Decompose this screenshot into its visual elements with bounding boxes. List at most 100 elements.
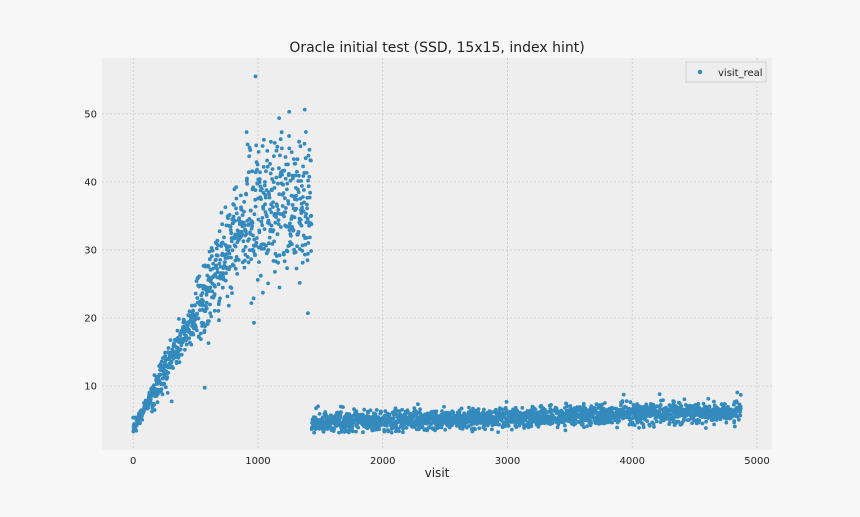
scatter-point <box>215 253 220 258</box>
scatter-point <box>152 408 157 412</box>
scatter-point <box>581 401 586 406</box>
scatter-point <box>279 225 283 229</box>
scatter-point <box>247 248 252 253</box>
scatter-point <box>266 218 271 223</box>
scatter-point <box>220 222 225 227</box>
scatter-point <box>481 410 485 415</box>
scatter-point <box>337 430 341 435</box>
scatter-point <box>312 430 316 435</box>
scatter-point <box>272 141 277 145</box>
scatter-point <box>220 285 225 290</box>
scatter-point <box>291 228 296 232</box>
scatter-point <box>201 303 205 308</box>
scatter-point <box>302 188 306 192</box>
scatter-point <box>382 429 387 434</box>
scatter-point <box>232 236 237 241</box>
scatter-point <box>229 231 234 236</box>
x-tick-label: 0 <box>130 456 136 467</box>
scatter-point <box>671 418 676 423</box>
scatter-point <box>275 144 280 149</box>
scatter-point <box>293 161 298 166</box>
scatter-point <box>215 238 220 243</box>
scatter-point <box>265 164 270 169</box>
scatter-point <box>277 253 282 258</box>
scatter-point <box>737 417 741 422</box>
scatter-point <box>300 184 304 188</box>
scatter-point <box>283 196 287 201</box>
scatter-point <box>339 410 343 415</box>
scatter-point <box>246 170 251 175</box>
scatter-point <box>286 199 290 203</box>
scatter-point <box>278 137 283 142</box>
scatter-point <box>248 208 253 213</box>
scatter-point <box>219 210 224 215</box>
scatter-point <box>187 309 192 314</box>
scatter-point <box>304 212 308 216</box>
scatter-point <box>244 130 249 135</box>
scatter-point <box>305 206 309 211</box>
scatter-point <box>274 215 278 219</box>
scatter-point <box>163 350 168 355</box>
scatter-point <box>245 182 250 186</box>
scatter-point <box>338 413 343 418</box>
scatter-point <box>305 258 310 263</box>
scatter-point <box>288 178 293 183</box>
scatter-point <box>307 147 312 152</box>
scatter-point <box>262 137 266 142</box>
scatter-point <box>252 320 256 325</box>
scatter-point <box>473 427 477 432</box>
scatter-point <box>707 404 712 409</box>
scatter-point <box>350 429 355 434</box>
scatter-point <box>228 228 233 233</box>
scatter-point <box>647 423 652 428</box>
scatter-point <box>308 190 312 195</box>
y-tick-label: 20 <box>84 313 97 324</box>
scatter-point <box>476 421 480 425</box>
scatter-point <box>303 242 308 247</box>
scatter-point <box>229 286 234 290</box>
scatter-point <box>208 302 212 307</box>
scatter-point <box>245 255 250 259</box>
scatter-point <box>267 235 272 240</box>
scatter-point <box>205 306 209 311</box>
scatter-point <box>738 413 743 418</box>
scatter-point <box>200 291 205 295</box>
scatter-point <box>269 210 274 215</box>
scatter-point <box>562 423 567 428</box>
scatter-point <box>299 223 304 228</box>
scatter-point <box>585 424 589 428</box>
scatter-point <box>165 375 170 380</box>
scatter-point <box>719 415 724 419</box>
scatter-point <box>244 192 249 197</box>
x-tick-label: 3000 <box>495 456 520 467</box>
scatter-point <box>657 392 662 397</box>
scatter-point <box>252 212 257 217</box>
scatter-point <box>226 255 231 260</box>
scatter-point <box>193 291 198 296</box>
scatter-point <box>280 204 285 208</box>
scatter-point <box>374 408 379 412</box>
scatter-point <box>240 231 244 236</box>
scatter-point <box>594 407 598 412</box>
scatter-point <box>332 427 336 432</box>
scatter-point <box>201 299 206 303</box>
scatter-point <box>295 157 300 162</box>
scatter-point <box>184 333 189 338</box>
scatter-point <box>563 428 568 433</box>
scatter-point <box>300 260 305 265</box>
scatter-point <box>256 217 261 222</box>
grid-lines <box>102 58 772 450</box>
scatter-point <box>254 240 259 245</box>
scatter-point <box>690 421 694 425</box>
scatter-point <box>275 204 279 209</box>
scatter-point <box>203 309 208 314</box>
scatter-point <box>294 266 299 271</box>
scatter-point <box>271 180 276 185</box>
scatter-point <box>175 328 180 333</box>
scatter-point <box>282 252 286 257</box>
scatter-point <box>289 234 293 238</box>
scatter-point <box>165 391 170 395</box>
scatter-point <box>600 402 604 407</box>
scatter-point <box>152 383 156 387</box>
